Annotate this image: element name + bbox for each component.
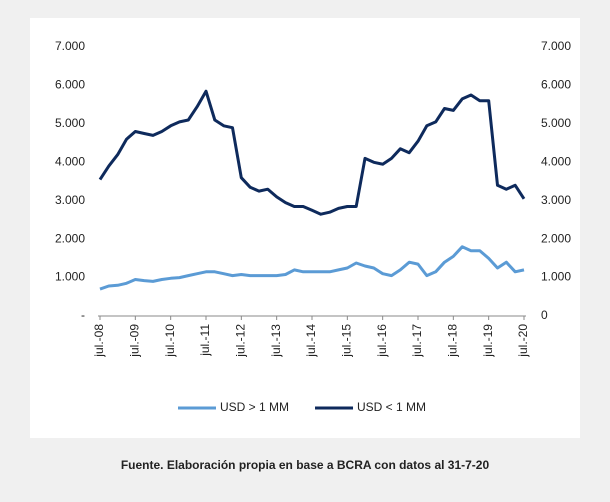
y-tick-label: 3.000: [55, 193, 85, 207]
y-tick-label: -: [81, 308, 85, 322]
x-tick-label: jul.-13: [269, 324, 283, 358]
caption: Fuente. Elaboración propia en base a BCR…: [121, 458, 490, 472]
y2-tick-label: 6.000: [541, 78, 571, 92]
x-tick-label: jul.-19: [481, 324, 495, 358]
y-tick-label: 4.000: [55, 154, 85, 168]
y-tick-label: 2.000: [55, 231, 85, 245]
y-tick-label: 5.000: [55, 116, 85, 130]
x-tick-label: jul.-20: [516, 324, 530, 358]
x-tick-label: jul.-10: [163, 324, 177, 358]
y2-tick-label: 3.000: [541, 193, 571, 207]
y-tick-label: 7.000: [55, 39, 85, 53]
x-tick-label: jul.-18: [446, 324, 460, 358]
y-tick-label: 1.000: [55, 270, 85, 284]
x-tick-label: jul.-16: [375, 324, 389, 358]
legend-label: USD > 1 MM: [220, 400, 289, 414]
series-line: [98, 89, 526, 216]
plot-panel: [30, 18, 580, 438]
series-line: [99, 245, 525, 291]
y2-tick-label: 2.000: [541, 231, 571, 245]
x-tick-label: jul.-12: [234, 324, 248, 358]
y2-tick-label: 4.000: [541, 154, 571, 168]
x-tick-label: jul.-09: [128, 324, 142, 358]
legend-label: USD < 1 MM: [357, 400, 426, 414]
y2-tick-label: 0: [541, 308, 548, 322]
x-tick-label: jul.-11: [198, 324, 212, 357]
y2-tick-label: 5.000: [541, 116, 571, 130]
x-tick-label: jul.-17: [410, 324, 424, 358]
x-tick-label: jul.-14: [304, 324, 318, 358]
y2-tick-label: 7.000: [541, 39, 571, 53]
y2-tick-label: 1.000: [541, 270, 571, 284]
x-tick-label: jul.-08: [92, 324, 106, 358]
y-tick-label: 6.000: [55, 78, 85, 92]
x-tick-label: jul.-15: [340, 324, 354, 358]
